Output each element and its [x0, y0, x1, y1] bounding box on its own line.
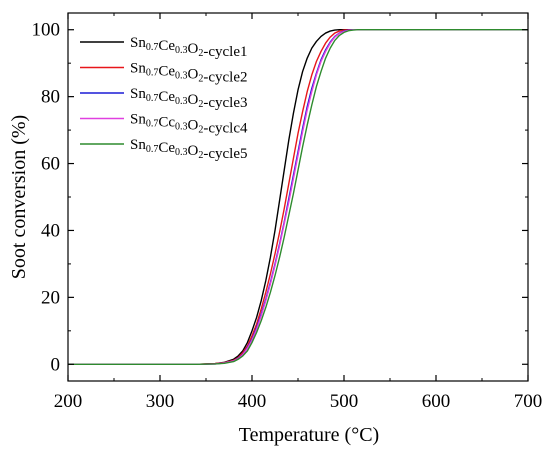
legend-text-part: Sn — [130, 112, 146, 128]
legend-text-part: O — [188, 67, 199, 83]
legend-subscript: 2 — [198, 150, 203, 161]
legend-subscript: 0.7 — [146, 93, 159, 104]
legend-label-cycle5: Sn0.7Ce0.3O2-cycle5 — [130, 137, 248, 162]
axes-layer: 200 300 400 500 600 700 0 20 40 60 80 100 — [32, 12, 543, 412]
series-line-cycle2 — [68, 29, 528, 365]
legend-subscript: 2 — [198, 125, 203, 136]
y-tick-label: 20 — [41, 287, 60, 308]
legend-text-part: Sn — [130, 35, 146, 51]
legend-text-part: -cyclc4 — [203, 121, 248, 137]
legend-subscript: 0.7 — [146, 68, 159, 79]
legend-subscript: 0.7 — [146, 42, 159, 53]
legend-subscript: 0.3 — [175, 45, 188, 56]
legend-text-part: Ce — [158, 140, 175, 156]
x-tick-label: 700 — [514, 391, 543, 412]
legend-text-part: Sn — [130, 61, 146, 77]
legend-subscript: 0.3 — [175, 122, 188, 133]
legend: Sn0.7Ce0.3O2-cycle1Sn0.7Ce0.3O2-cycle2Sn… — [80, 35, 248, 162]
legend-subscript: 2 — [198, 48, 203, 59]
y-axis-title: Soot conversion (%) — [8, 115, 30, 279]
series-line-cycle1 — [68, 29, 528, 365]
y-tick-label: 60 — [41, 154, 60, 175]
legend-text-part: Ce — [158, 64, 175, 80]
legend-label-cycle3: Sn0.7Ce0.3O2-cycle3 — [130, 86, 248, 111]
legend-subscript: 2 — [198, 74, 203, 85]
legend-label-cycle1: Sn0.7Ce0.3O2-cycle1 — [130, 35, 248, 60]
x-tick-label: 600 — [422, 391, 451, 412]
legend-text-part: O — [188, 118, 199, 134]
plot-layer — [68, 29, 528, 365]
legend-subscript: 0.3 — [175, 71, 188, 82]
legend-text-part: O — [188, 143, 199, 159]
x-axis-title: Temperature (°C) — [239, 424, 379, 446]
x-tick-label: 300 — [146, 391, 175, 412]
x-tick-label: 500 — [330, 391, 359, 412]
x-tick-label: 200 — [54, 391, 83, 412]
legend-subscript: 0.3 — [175, 96, 188, 107]
series-line-cycle5 — [68, 29, 528, 365]
x-tick-label: 400 — [238, 391, 267, 412]
legend-text-part: Ce — [158, 38, 175, 54]
legend-text-part: -cycle3 — [203, 95, 247, 111]
legend-text-part: Ce — [158, 89, 175, 105]
legend-text-part: -cycle1 — [203, 44, 247, 60]
legend-text-part: Cc — [158, 115, 175, 131]
y-tick-label: 100 — [32, 20, 61, 41]
legend-text-part: O — [188, 92, 199, 108]
legend-subscript: 0.7 — [146, 144, 159, 155]
legend-subscript: 0.3 — [175, 147, 188, 158]
legend-text-part: Sn — [130, 137, 146, 153]
y-tick-label: 0 — [51, 354, 61, 375]
legend-text-part: -cycle5 — [203, 146, 247, 162]
legend-subscript: 0.7 — [146, 119, 159, 130]
legend-label-cycle4: Sn0.7Cc0.3O2-cyclc4 — [130, 112, 248, 137]
legend-text-part: -cycle2 — [203, 70, 247, 86]
legend-label-cycle2: Sn0.7Ce0.3O2-cycle2 — [130, 61, 248, 86]
y-tick-label: 80 — [41, 87, 60, 108]
y-tick-label: 40 — [41, 220, 60, 241]
legend-subscript: 2 — [198, 99, 203, 110]
legend-text-part: O — [188, 41, 199, 57]
legend-text-part: Sn — [130, 86, 146, 102]
series-line-cycle3 — [68, 29, 528, 365]
series-line-cycle4 — [68, 29, 528, 365]
